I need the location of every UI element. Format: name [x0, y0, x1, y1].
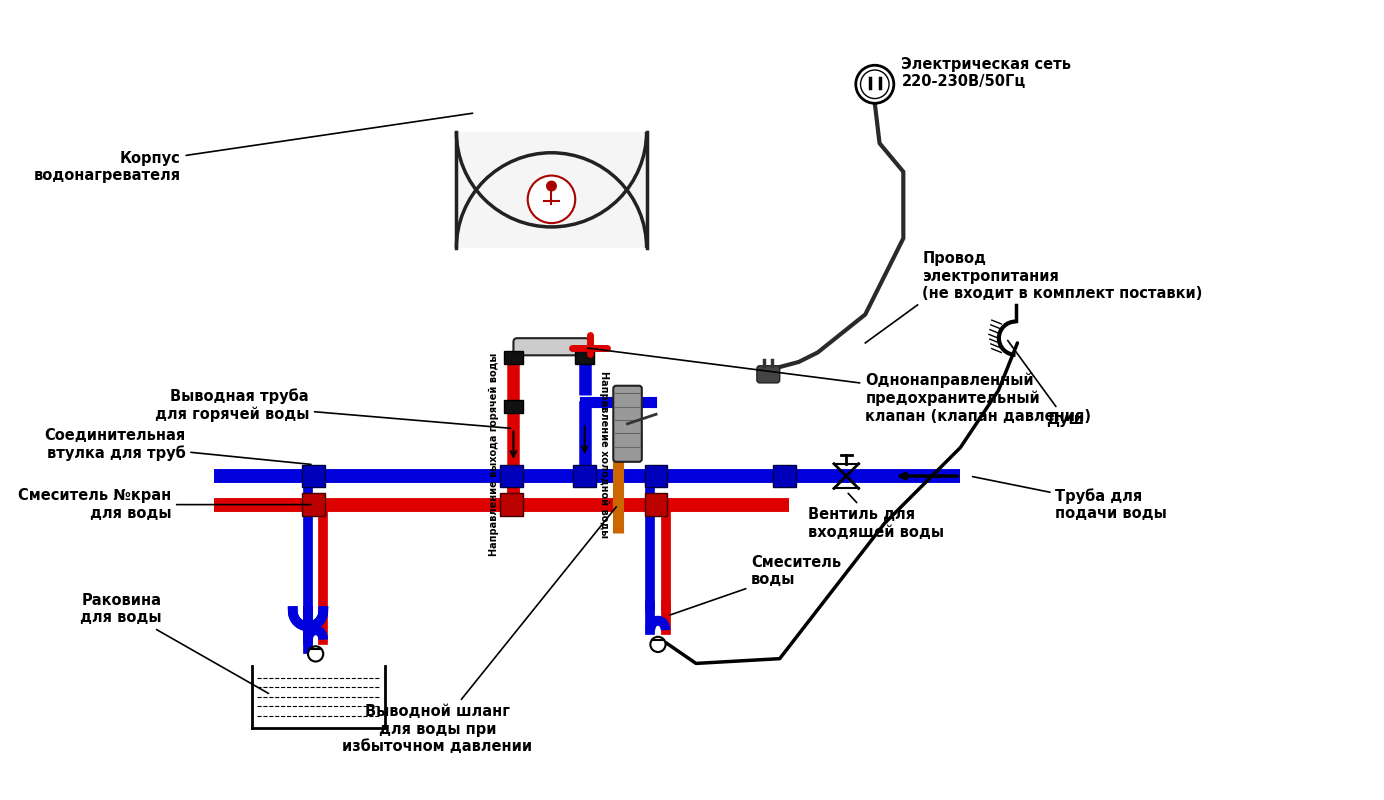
Wedge shape	[457, 132, 646, 227]
Text: Электрическая сеть
220-230В/50Гц: Электрическая сеть 220-230В/50Гц	[901, 57, 1071, 89]
FancyBboxPatch shape	[457, 132, 646, 248]
Text: Провод
электропитания
(не входит в комплект поставки): Провод электропитания (не входит в компл…	[922, 251, 1203, 302]
FancyBboxPatch shape	[757, 366, 779, 383]
Text: Однонаправленный
предохранительный
клапан (клапан давления): Однонаправленный предохранительный клапа…	[588, 348, 1092, 423]
Text: Смеситель
воды: Смеситель воды	[670, 555, 841, 615]
Bar	[500, 493, 523, 516]
Text: Смеситель №кран
для воды: Смеситель №кран для воды	[18, 489, 311, 521]
Text: Раковина
для воды: Раковина для воды	[80, 593, 268, 694]
Text: Выводной шланг
для воды при
избыточном давлении: Выводной шланг для воды при избыточном д…	[342, 506, 616, 754]
FancyBboxPatch shape	[613, 386, 642, 462]
Text: Вентиль для
входящей воды: Вентиль для входящей воды	[808, 494, 944, 540]
Text: Направление холодной воды: Направление холодной воды	[599, 370, 609, 538]
Bar	[774, 465, 796, 487]
Bar	[302, 465, 325, 487]
Bar	[645, 493, 667, 516]
Circle shape	[527, 175, 576, 223]
Bar	[302, 493, 325, 516]
Text: Душ: Душ	[1008, 341, 1084, 426]
Text: Корпус
водонагревателя: Корпус водонагревателя	[33, 114, 473, 183]
Circle shape	[547, 182, 556, 190]
FancyBboxPatch shape	[513, 338, 590, 355]
Bar	[573, 465, 597, 487]
Circle shape	[650, 637, 666, 652]
Text: Труба для
подачи воды: Труба для подачи воды	[973, 477, 1167, 521]
Bar	[576, 350, 594, 364]
Bar	[504, 350, 523, 364]
Circle shape	[861, 70, 889, 98]
Text: Выводная труба
для горячей воды: Выводная труба для горячей воды	[155, 388, 511, 428]
Bar	[645, 465, 667, 487]
Wedge shape	[457, 153, 646, 248]
Bar	[500, 465, 523, 487]
Bar	[504, 400, 523, 414]
Text: Соединительная
втулка для труб: Соединительная втулка для труб	[44, 428, 311, 464]
Circle shape	[855, 66, 894, 103]
Text: Направление выхода горячей воды: Направление выхода горячей воды	[490, 353, 500, 556]
Circle shape	[309, 646, 324, 662]
